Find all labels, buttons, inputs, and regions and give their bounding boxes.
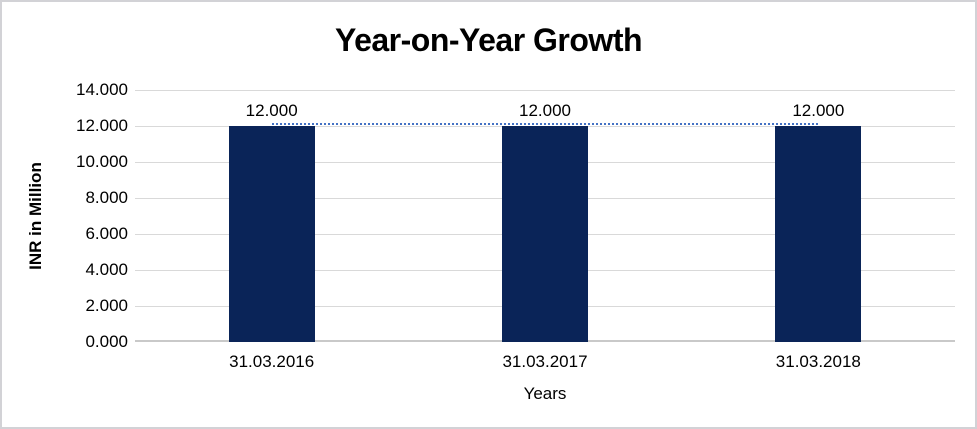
bar-data-label: 12.000: [245, 101, 298, 120]
plot-area: 0.000 2.000 4.000 6.000 8.000 10.000 12.000 14.…: [76, 80, 955, 371]
gridline: [135, 90, 955, 91]
trendline-dotted: [271, 123, 819, 125]
x-axis-title: Years: [523, 384, 567, 403]
y-tick-label: 0.000: [85, 332, 128, 351]
x-tick-label: 31.03.2016: [229, 352, 315, 371]
chart-title: Year-on-Year Growth: [334, 22, 643, 58]
bar-31.03.2016: [228, 126, 315, 342]
y-tick-label: 6.000: [85, 224, 128, 243]
bar-31.03.2018: [775, 126, 862, 342]
y-tick-label: 2.000: [85, 296, 128, 315]
bar-data-label: 12.000: [792, 101, 845, 120]
y-tick-label: 4.000: [85, 260, 128, 279]
y-tick-label: 10.000: [76, 152, 128, 171]
bar-31.03.2017: [502, 126, 588, 342]
y-tick-label: 12.000: [76, 116, 128, 135]
y-axis-title-text: INR in Million: [26, 162, 45, 270]
y-tick-label: 8.000: [85, 188, 128, 207]
y-tick-label: 14.000: [76, 80, 128, 99]
bar-data-label: 12.000: [519, 101, 571, 120]
x-tick-label: 31.03.2018: [775, 352, 861, 371]
x-tick-label: 31.03.2017: [502, 352, 588, 371]
